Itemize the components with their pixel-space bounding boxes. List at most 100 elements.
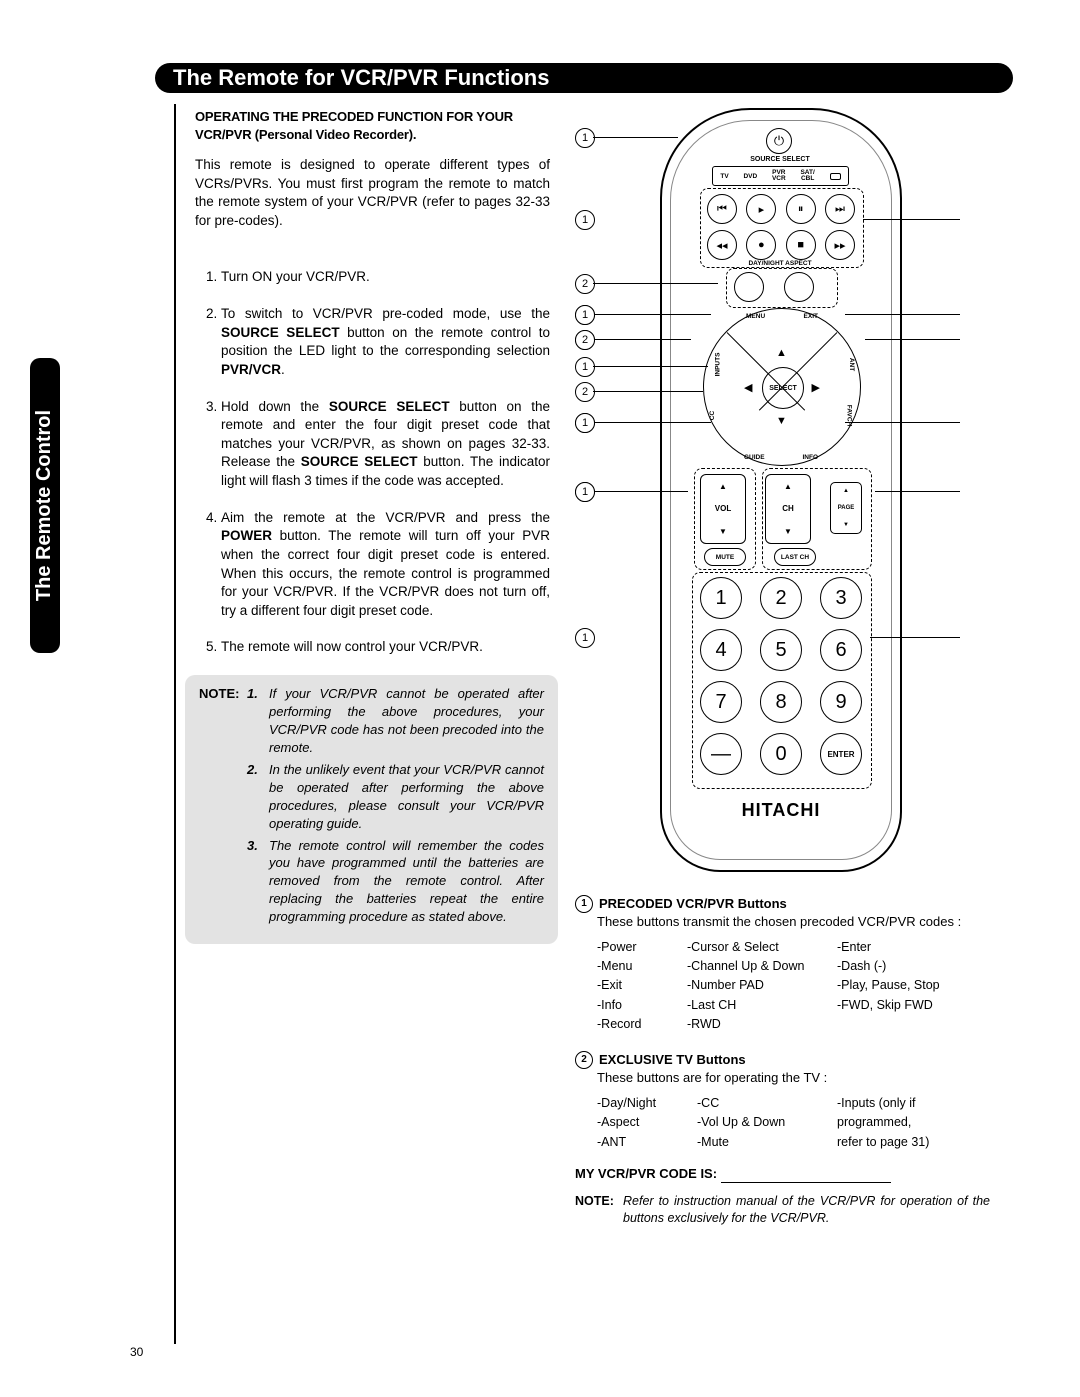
spacer	[199, 761, 247, 833]
cell: programmed,	[837, 1114, 987, 1131]
lead-line	[593, 283, 718, 284]
lead-line	[593, 366, 708, 367]
play-icon: ▸	[746, 194, 776, 224]
src-tv: TV	[720, 173, 728, 180]
section-1-text: These buttons transmit the chosen precod…	[575, 913, 990, 931]
text: Hold down the	[221, 399, 329, 414]
key-3: 3	[820, 577, 862, 619]
info-label: INFO	[802, 454, 818, 461]
lastch-button: LAST CH	[774, 548, 816, 566]
note-text: The remote control will remember the cod…	[269, 837, 544, 927]
cell: -Aspect	[597, 1114, 697, 1131]
led-icon	[830, 173, 841, 180]
code-blank	[721, 1182, 891, 1183]
remote-body: ⏻ SOURCE SELECT TV DVD PVRVCR SAT/CBL ⏮ …	[660, 108, 902, 872]
day-night-label: DAY/NIGHT ASPECT	[730, 260, 830, 267]
intro-paragraph: This remote is designed to operate diffe…	[195, 156, 550, 231]
day-night-button	[734, 272, 764, 302]
src-sat-cbl: SAT/CBL	[800, 170, 814, 182]
callout-1: 1	[575, 210, 595, 230]
cell: -Cursor & Select	[687, 939, 837, 956]
callout-2: 2	[575, 330, 595, 350]
right-arrow-icon: ▶	[812, 381, 820, 394]
note-num: 2.	[247, 761, 269, 833]
left-column: OPERATING THE PRECODED FUNCTION FOR YOUR…	[195, 108, 550, 944]
key-4: 4	[700, 629, 742, 671]
vol-ch-row: ▲ VOL ▼ ▲ CH ▼ ▲ PAGE ▼	[700, 474, 862, 542]
callout-1: 1	[575, 628, 595, 648]
select-button: SELECT	[762, 367, 804, 409]
lead-line	[865, 339, 960, 340]
power-button: ⏻	[766, 128, 792, 154]
up-arrow-icon: ▲	[776, 347, 787, 359]
section-1-heading: 1 PRECODED VCR/PVR Buttons	[575, 895, 990, 913]
cell: -Exit	[597, 977, 687, 994]
lead-line	[593, 137, 678, 138]
ant-label: ANT	[848, 358, 855, 371]
callout-2: 2	[575, 274, 595, 294]
step-5: The remote will now control your VCR/PVR…	[221, 638, 550, 657]
skip-back-icon: ⏮	[707, 194, 737, 224]
source-select-label: SOURCE SELECT	[740, 156, 820, 163]
text: .	[281, 362, 285, 377]
bold: SOURCE SELECT	[221, 325, 340, 340]
key-6: 6	[820, 629, 862, 671]
step-4: Aim the remote at the VCR/PVR and press …	[221, 509, 550, 621]
text: To switch to VCR/PVR pre-coded mode, use…	[221, 306, 550, 321]
up-arrow-icon: ▲	[719, 482, 727, 491]
page-rocker: ▲ PAGE ▼	[830, 482, 862, 534]
circled-num-2: 2	[575, 1051, 593, 1069]
left-arrow-icon: ◀	[744, 381, 752, 394]
cell: -Channel Up & Down	[687, 958, 837, 975]
pause-icon: ⏸	[786, 194, 816, 224]
cell: -Mute	[697, 1134, 837, 1151]
up-arrow-icon: ▲	[784, 482, 792, 491]
exit-label: EXIT	[804, 313, 818, 320]
cell: -Power	[597, 939, 687, 956]
cell: -ANT	[597, 1134, 697, 1151]
cell: -Record	[597, 1016, 687, 1033]
callout-2: 2	[575, 382, 595, 402]
lead-line	[593, 422, 711, 423]
cell: -Inputs (only if	[837, 1095, 987, 1112]
precoded-buttons-grid: -Power-Cursor & Select-Enter -Menu-Chann…	[575, 939, 990, 1033]
step-1: Turn ON your VCR/PVR.	[221, 268, 550, 287]
transport-buttons: ⏮ ▸ ⏸ ⏭ ◂◂ ● ■ ▸▸	[707, 194, 855, 266]
cell: -RWD	[687, 1016, 837, 1033]
key-1: 1	[700, 577, 742, 619]
key-0: 0	[760, 733, 802, 775]
mute-button: MUTE	[704, 548, 746, 566]
bold: SOURCE SELECT	[329, 399, 450, 414]
section-2-title: EXCLUSIVE TV Buttons	[599, 1051, 746, 1069]
skip-fwd-icon: ⏭	[825, 194, 855, 224]
tv-buttons-grid: -Day/Night-CC-Inputs (only if -Aspect-Vo…	[575, 1095, 990, 1151]
section-2-heading: 2 EXCLUSIVE TV Buttons	[575, 1051, 990, 1069]
text: Aim the remote at the VCR/PVR and press …	[221, 510, 550, 525]
source-select-strip: TV DVD PVRVCR SAT/CBL	[712, 166, 849, 186]
cell: -Vol Up & Down	[697, 1114, 837, 1131]
key-enter: ENTER	[820, 733, 862, 775]
lead-line	[845, 314, 960, 315]
my-code-line: MY VCR/PVR CODE IS:	[575, 1165, 990, 1183]
cell: -Info	[597, 997, 687, 1014]
vol-label: VOL	[715, 504, 731, 513]
step-2: To switch to VCR/PVR pre-coded mode, use…	[221, 305, 550, 380]
note-label: NOTE:	[199, 685, 247, 757]
menu-label: MENU	[746, 313, 765, 320]
brand-label: HITACHI	[662, 800, 900, 821]
cell: -FWD, Skip FWD	[837, 997, 977, 1014]
note-text: If your VCR/PVR cannot be operated after…	[269, 685, 544, 757]
cell: -Play, Pause, Stop	[837, 977, 977, 994]
key-8: 8	[760, 681, 802, 723]
note-num: 1.	[247, 685, 269, 757]
note-box: NOTE: 1. If your VCR/PVR cannot be opera…	[185, 675, 558, 944]
lead-line	[875, 491, 960, 492]
cell: -Number PAD	[687, 977, 837, 994]
vol-rocker: ▲ VOL ▼	[700, 474, 746, 544]
right-note: NOTE: Refer to instruction manual of the…	[575, 1193, 990, 1228]
bold: PVR/VCR	[221, 362, 281, 377]
callout-1: 1	[575, 413, 595, 433]
cell	[837, 1016, 977, 1033]
guide-label: GUIDE	[744, 454, 765, 461]
inputs-label: INPUTS	[714, 353, 721, 377]
